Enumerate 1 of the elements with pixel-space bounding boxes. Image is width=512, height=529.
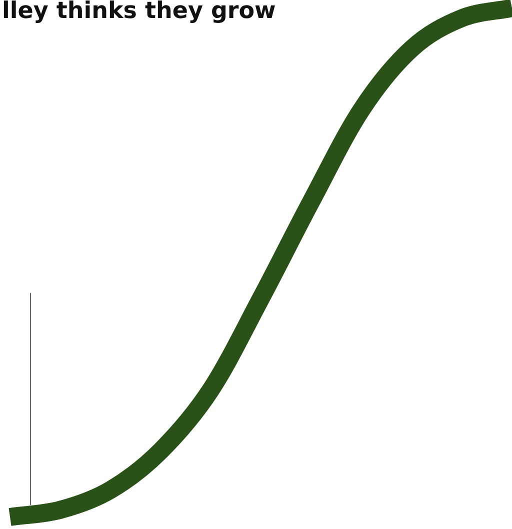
chart-title: lley thinks they grow [2,0,276,24]
